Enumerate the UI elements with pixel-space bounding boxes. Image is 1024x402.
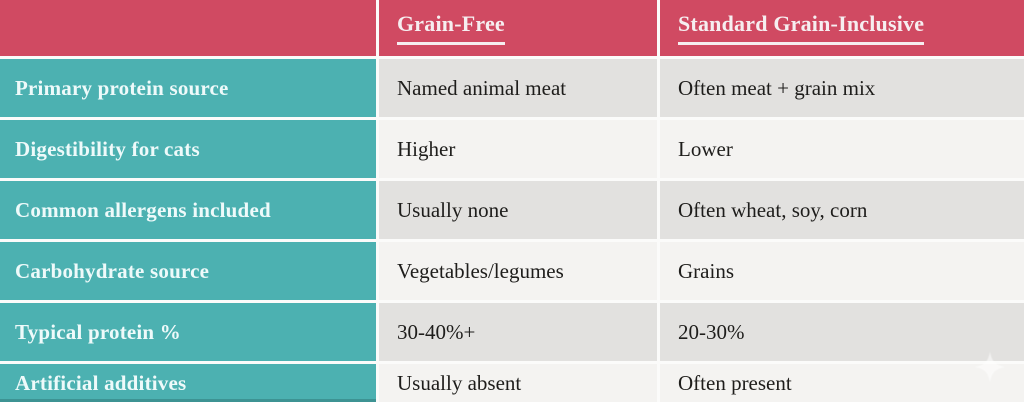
cell-digestibility-grain-free: Higher: [379, 120, 657, 178]
cell-protein-pct-standard: 20-30%: [660, 303, 1024, 361]
cell-carbohydrate-standard: Grains: [660, 242, 1024, 300]
row-label-typical-protein: Typical protein %: [0, 303, 376, 361]
row-label-carbohydrate-source: Carbohydrate source: [0, 242, 376, 300]
row-label-primary-protein-source: Primary protein source: [0, 59, 376, 117]
cell-primary-protein-grain-free: Named animal meat: [379, 59, 657, 117]
cell-protein-pct-grain-free: 30-40%+: [379, 303, 657, 361]
cell-digestibility-standard: Lower: [660, 120, 1024, 178]
cell-allergens-grain-free: Usually none: [379, 181, 657, 239]
header-cell-grain-free: Grain-Free: [379, 0, 657, 56]
cell-carbohydrate-grain-free: Vegetables/legumes: [379, 242, 657, 300]
cell-additives-standard: Often present: [660, 364, 1024, 402]
header-cell-empty: [0, 0, 376, 56]
header-cell-standard-grain-inclusive: Standard Grain-Inclusive: [660, 0, 1024, 56]
cell-allergens-standard: Often wheat, soy, corn: [660, 181, 1024, 239]
row-label-common-allergens: Common allergens included: [0, 181, 376, 239]
header-label-standard-grain-inclusive: Standard Grain-Inclusive: [678, 11, 925, 45]
header-label-grain-free: Grain-Free: [397, 11, 505, 45]
row-label-digestibility: Digestibility for cats: [0, 120, 376, 178]
cell-primary-protein-standard: Often meat + grain mix: [660, 59, 1024, 117]
row-label-artificial-additives: Artificial additives: [0, 364, 376, 402]
cell-additives-grain-free: Usually absent: [379, 364, 657, 402]
